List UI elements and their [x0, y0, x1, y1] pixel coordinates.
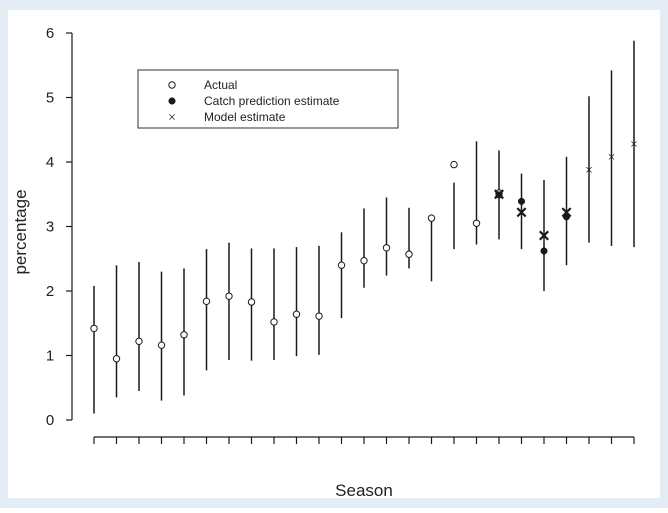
model-estimate-point: [494, 189, 504, 200]
cross-stroke: [494, 189, 504, 200]
cross-stroke: [586, 166, 592, 173]
model-estimate-point: [631, 141, 637, 147]
actual-point: [360, 256, 368, 265]
actual-point: [90, 324, 98, 333]
model-estimate-point: [608, 153, 615, 160]
y-tick-label: 1: [46, 348, 54, 365]
actual-point: [157, 341, 166, 349]
y-tick-label: 4: [46, 154, 54, 171]
actual-point: [427, 214, 436, 222]
x-axis-title: Season: [335, 481, 393, 500]
model-estimate-point: [586, 166, 592, 173]
legend-label-model-estimate: Model estimate: [204, 110, 286, 124]
legend: Actual Catch prediction estimate Model e…: [137, 69, 399, 129]
cross-stroke: [539, 230, 549, 241]
x-axis: [93, 436, 635, 444]
y-axis-title: percentage: [11, 189, 30, 274]
actual-point: [112, 355, 121, 363]
legend-label-actual: Actual: [204, 78, 237, 92]
cross-stroke: [631, 141, 637, 147]
actual-point: [135, 337, 143, 346]
y-axis: 0 1 2 3 4 5 6: [46, 25, 73, 429]
actual-point: [337, 261, 346, 269]
legend-box: [137, 69, 399, 129]
y-tick-label: 3: [46, 219, 54, 236]
legend-marker-catch-prediction: [168, 97, 176, 105]
model-estimate-point: [561, 207, 572, 218]
actual-point: [270, 318, 278, 326]
model-estimate-point: [516, 207, 527, 218]
legend-marker-model-estimate: [169, 114, 175, 120]
actual-point: [450, 160, 458, 169]
actual-point: [472, 219, 481, 227]
catch-prediction-point: [517, 197, 526, 205]
cross-stroke: [561, 207, 572, 218]
actual-point: [382, 244, 391, 252]
cross-stroke: [169, 114, 175, 120]
legend-markers: [168, 81, 176, 120]
catch-prediction-point: [540, 247, 548, 255]
y-tick-label: 6: [46, 25, 54, 42]
actual-point: [225, 292, 233, 300]
actual-point: [315, 312, 323, 320]
y-tick-label: 0: [46, 412, 54, 429]
actual-point: [292, 310, 301, 318]
actual-point: [180, 331, 188, 339]
cross-stroke: [516, 207, 527, 218]
cross-stroke: [608, 153, 615, 160]
actual-point: [202, 297, 211, 306]
y-tick-label: 2: [46, 283, 54, 300]
y-tick-label: 5: [46, 90, 54, 107]
actual-point: [405, 250, 413, 258]
actual-point: [247, 298, 256, 306]
legend-marker-actual: [168, 81, 176, 89]
legend-label-catch-prediction: Catch prediction estimate: [204, 94, 340, 108]
model-estimate-point: [539, 230, 549, 241]
data-points: [90, 141, 637, 363]
